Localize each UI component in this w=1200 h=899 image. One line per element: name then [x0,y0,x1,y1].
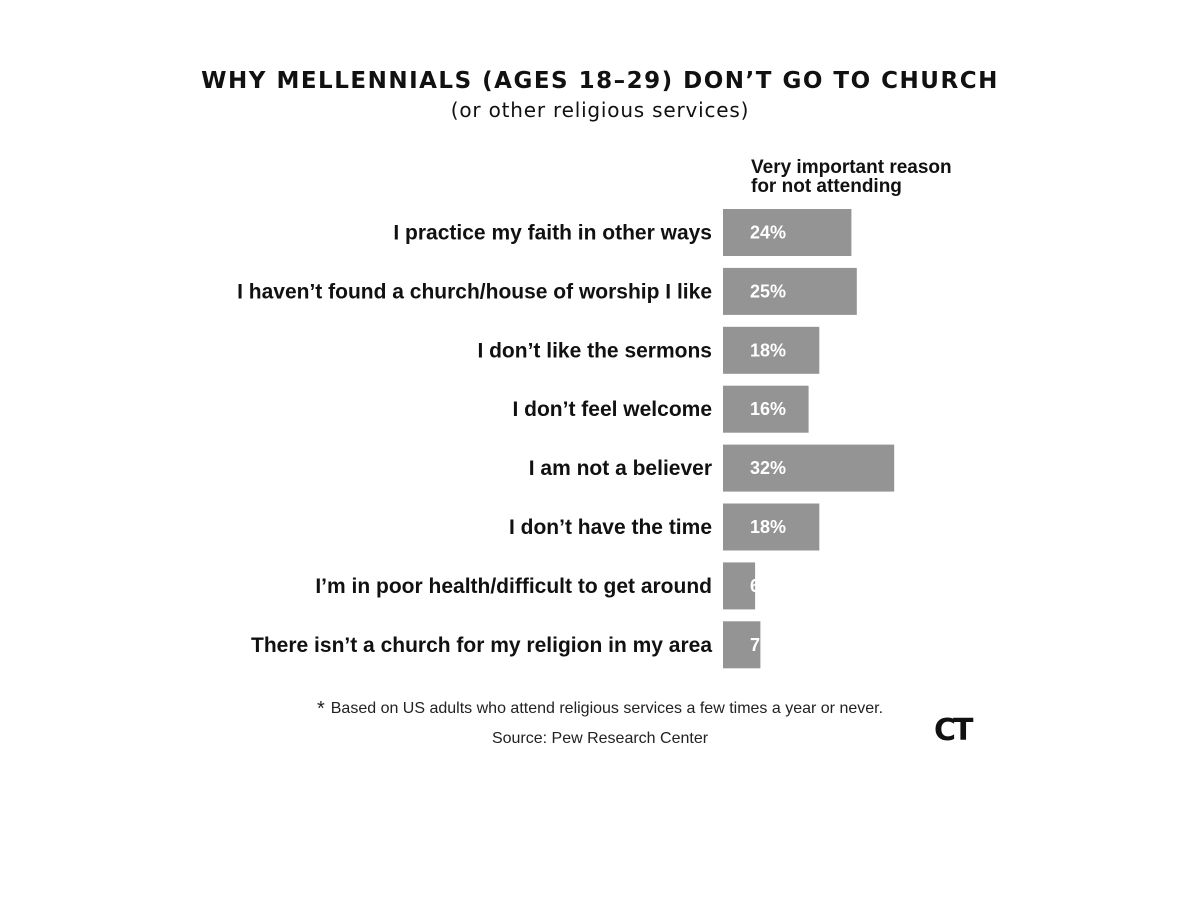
value-label: 32% [750,458,786,478]
category-label: There isn’t a church for my religion in … [251,634,712,657]
bar [723,209,852,256]
value-label: 18% [750,517,786,537]
value-label: 24% [750,223,786,243]
column-header: Very important reason for not attending [751,158,1011,196]
category-label: I practice my faith in other ways [393,222,712,245]
category-label: I don’t like the sermons [477,339,712,362]
source-note: Source: Pew Research Center [491,730,709,747]
bar [723,326,820,374]
bar [723,267,857,315]
value-label: 25% [750,281,786,301]
bar [723,444,895,492]
ct-logo: CT [934,713,974,748]
bars-group: I practice my faith in other ways 24% I ha… [237,209,895,669]
category-label: I’m in poor health/difficult to get arou… [315,575,712,598]
category-label: I don’t have the time [509,516,712,539]
category-label: I am not a believer [529,457,712,480]
bar [723,503,820,551]
value-label: 6% [750,576,776,596]
footnote-asterisk: * [316,698,325,720]
footnote: * Based on US adults who attend religious… [0,698,1200,721]
bar [723,385,809,433]
value-label: 7% [750,635,776,655]
category-label: I don’t feel welcome [512,398,712,421]
bar [723,562,756,610]
category-label: I haven’t found a church/house of worshi… [237,280,712,303]
column-header-line2: for not attending [751,176,902,197]
chart-subtitle: (or other religious services) [450,98,750,122]
value-label: 18% [750,340,786,360]
footnote-text: Based on US adults who attend religious … [330,700,884,717]
chart-title: WHY MELLENNIALS (AGES 18–29) DON’T GO TO… [201,68,999,94]
value-label: 16% [750,399,786,419]
bar [723,621,761,669]
column-header-line1: Very important reason [751,157,952,178]
